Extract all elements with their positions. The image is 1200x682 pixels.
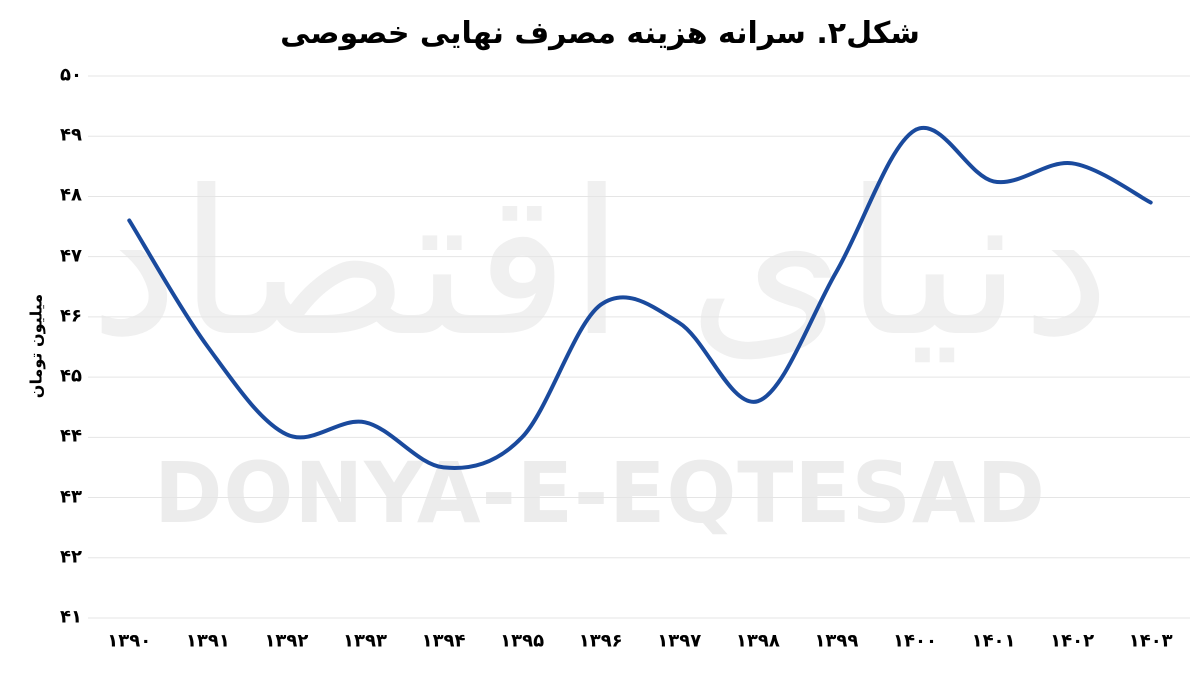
y-tick-label: ۴۵ (60, 365, 82, 387)
x-tick-label: ۱۳۹۲ (264, 630, 309, 652)
y-tick-label: ۴۲ (60, 546, 82, 568)
x-tick-label: ۱۳۹۷ (657, 630, 702, 652)
y-tick-label: ۴۷ (60, 245, 82, 267)
x-tick-label: ۱۳۹۴ (421, 630, 466, 652)
x-tick-label: ۱۳۹۹ (814, 630, 859, 652)
x-tick-label: ۱۳۹۱ (185, 630, 230, 652)
x-tick-label: ۱۳۹۸ (735, 630, 780, 652)
y-tick-label: ۵۰ (60, 64, 82, 86)
y-tick-label: ۴۴ (60, 425, 82, 447)
y-tick-label: ۴۸ (60, 185, 82, 207)
x-tick-label: ۱۴۰۳ (1128, 630, 1173, 652)
y-axis-title: میلیون تومان (26, 293, 46, 399)
consumption-line-series (127, 125, 1153, 470)
watermark-latin: DONYA-E-EQTESAD (154, 444, 1046, 542)
x-tick-label: ۱۴۰۱ (971, 630, 1016, 652)
y-tick-label: ۴۳ (60, 486, 82, 508)
x-tick-label: ۱۳۹۳ (343, 630, 387, 652)
chart-title: شکل۲. سرانه هزینه مصرف نهایی خصوصی (280, 16, 920, 51)
y-tick-label: ۴۶ (60, 305, 82, 327)
y-tick-label: ۴۱ (60, 606, 82, 628)
x-tick-label: ۱۳۹۵ (500, 630, 545, 652)
watermark-calligraphy: دنیای اقتصاد (89, 148, 1111, 381)
x-tick-label: ۱۴۰۰ (893, 630, 937, 652)
x-tick-label: ۱۳۹۰ (107, 630, 152, 652)
y-tick-label: ۴۹ (60, 124, 82, 146)
x-tick-label: ۱۴۰۲ (1050, 630, 1095, 652)
x-tick-label: ۱۳۹۶ (578, 630, 623, 652)
